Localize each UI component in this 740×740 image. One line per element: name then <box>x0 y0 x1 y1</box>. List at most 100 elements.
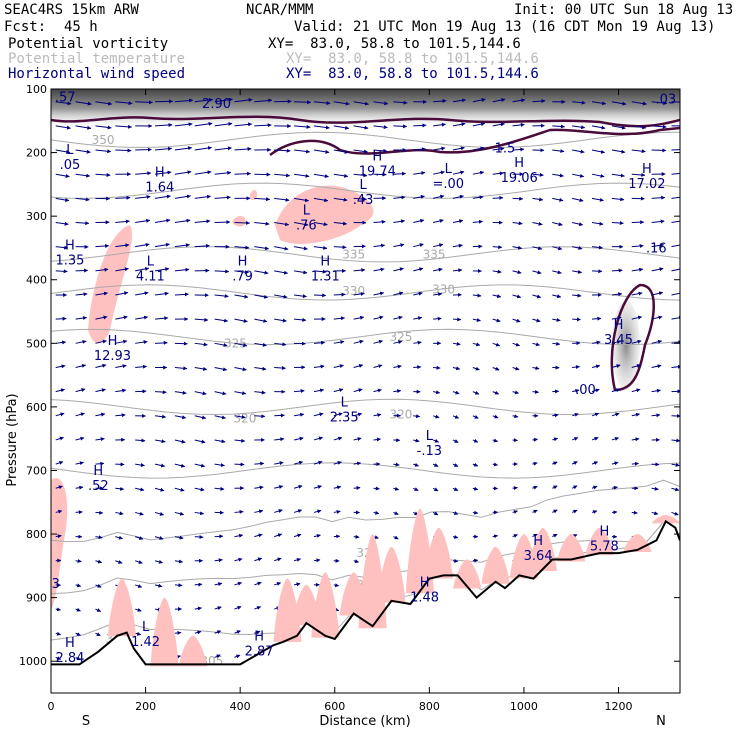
wind-vector <box>651 291 664 296</box>
wind-vector <box>274 557 282 562</box>
wind-vector <box>353 485 361 490</box>
wind-vector <box>512 390 519 395</box>
wind-vector <box>135 147 152 152</box>
wind-vector <box>75 339 87 344</box>
wind-vector <box>512 98 526 103</box>
wind-vector <box>293 557 301 562</box>
wind-vector <box>631 437 640 442</box>
pv-positive-region <box>453 559 482 589</box>
wind-vector <box>373 413 382 418</box>
wind-vector <box>294 412 305 417</box>
wind-vector <box>353 534 360 539</box>
wind-vector <box>313 101 331 106</box>
wind-vector <box>373 243 386 248</box>
fcst-value: 45 h <box>64 19 98 35</box>
wind-vector <box>154 146 172 151</box>
x-end-label-left: S <box>82 714 90 729</box>
pv-extremum-value: -.13 <box>417 444 442 459</box>
wind-vector <box>174 511 185 516</box>
wind-vector <box>373 437 381 442</box>
wind-vector <box>591 412 600 417</box>
wind-vector <box>274 246 289 251</box>
wind-vector <box>95 363 107 368</box>
wind-vector <box>611 149 626 154</box>
wind-vector <box>572 365 580 370</box>
wind-vector <box>254 318 268 323</box>
pv-positive-region <box>292 584 321 626</box>
wind-vector <box>174 535 184 540</box>
wind-vector <box>413 487 419 492</box>
y-tick-label: 1000 <box>19 655 47 668</box>
wind-vector <box>552 197 564 202</box>
wind-vector <box>532 485 538 490</box>
wind-vector <box>413 316 423 321</box>
wind-vector <box>174 463 186 468</box>
wind-vector <box>333 292 346 297</box>
theta-label: 325 <box>390 330 413 344</box>
x-tick-label: 600 <box>324 700 345 713</box>
wind-vector <box>433 390 441 395</box>
pv-extremum-value: 1.48 <box>410 590 439 605</box>
wind-vector <box>651 315 663 320</box>
wind-vector <box>333 149 349 154</box>
wind-vector <box>254 366 267 371</box>
wind-vector <box>532 98 546 103</box>
pv-extremum-value: .52 <box>88 479 109 494</box>
wind-vector <box>532 389 539 394</box>
pv-value-label: .03 <box>655 93 676 108</box>
wind-vector <box>214 318 229 323</box>
wind-vector <box>214 97 233 103</box>
wind-vector <box>333 461 342 465</box>
legend-pv-name: Potential vorticity <box>8 36 169 52</box>
wind-vector <box>313 173 329 179</box>
wind-vector <box>214 195 231 200</box>
wind-vector <box>135 364 147 369</box>
wind-vector <box>671 196 680 199</box>
pv-extremum-value: .76 <box>296 219 317 234</box>
wind-vector <box>274 582 282 586</box>
wind-vector <box>294 246 308 251</box>
wind-vector <box>75 461 84 466</box>
wind-vector <box>532 246 543 251</box>
wind-vector <box>611 101 627 106</box>
wind-vector <box>373 125 388 130</box>
wind-vector <box>631 388 641 393</box>
wind-vector <box>95 412 106 417</box>
wind-vector <box>671 220 680 224</box>
wind-vector <box>671 340 680 345</box>
wind-vector <box>472 366 480 371</box>
wind-vector <box>194 243 210 248</box>
wind-vector <box>353 339 364 344</box>
wind-vector <box>75 510 83 515</box>
wind-vector <box>214 486 225 491</box>
wind-vector <box>492 462 498 467</box>
pv-extremum-value: 17.02 <box>628 177 665 192</box>
wind-vector <box>572 100 586 105</box>
wind-vector <box>214 630 222 635</box>
wind-vector <box>492 294 502 299</box>
wind-vector <box>671 172 680 175</box>
wind-vector <box>592 269 603 274</box>
pv-extremum-value: 2.35 <box>330 411 359 426</box>
wind-vector <box>433 146 446 151</box>
wind-vector <box>194 121 213 127</box>
wind-vector <box>472 558 479 563</box>
wind-vector <box>313 364 325 369</box>
wind-vector <box>433 98 447 103</box>
y-axis-label: Pressure (hPa) <box>5 393 20 486</box>
pv-positive-region <box>481 546 510 584</box>
wind-vector <box>373 267 385 272</box>
wind-vector <box>452 219 464 224</box>
wind-vector <box>333 388 344 393</box>
wind-vector <box>55 460 64 465</box>
wind-vector <box>174 630 182 635</box>
wind-vector <box>234 366 247 372</box>
wind-vector <box>452 558 459 563</box>
wind-vector <box>373 315 384 320</box>
valid-time: Valid: 21 UTC Mon 19 Aug 13 (16 CDT Mon … <box>294 19 716 35</box>
theta-contour <box>51 246 680 263</box>
wind-vector <box>274 270 288 275</box>
wind-vector <box>651 195 666 200</box>
wind-vector <box>393 267 404 272</box>
pv-extremum-value: 1.31 <box>311 269 340 284</box>
